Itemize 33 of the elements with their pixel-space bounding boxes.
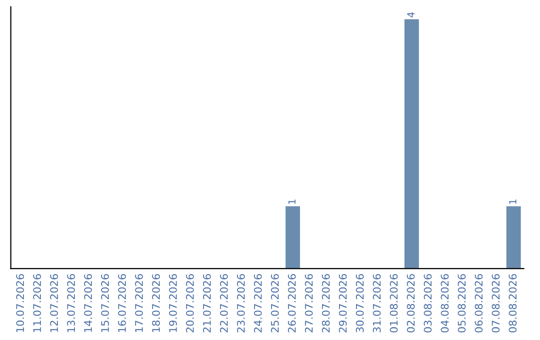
x-tick-label: 26.07.2026 (288, 274, 296, 332)
x-tick-label: 14.07.2026 (84, 274, 92, 332)
x-tick-label: 04.08.2026 (440, 274, 449, 332)
x-tick-label: 19.07.2026 (169, 274, 177, 332)
x-tick-label: 27.07.2026 (304, 274, 313, 332)
data-label: 4 (407, 12, 414, 18)
x-tick-label: 10.07.2026 (16, 274, 24, 332)
x-tick-label: 07.08.2026 (492, 274, 500, 332)
x-tick-label: 11.07.2026 (33, 274, 41, 332)
x-tick-label: 31.07.2026 (372, 274, 381, 332)
x-tick-label: 01.08.2026 (390, 274, 398, 332)
x-tick-label: 21.07.2026 (202, 274, 211, 332)
x-tick-label: 02.08.2026 (406, 274, 415, 332)
data-label: 1 (509, 200, 516, 204)
x-tick-label: 15.07.2026 (101, 274, 109, 332)
x-tick-label: 16.07.2026 (118, 274, 126, 332)
x-tick-label: 29.07.2026 (338, 274, 347, 332)
x-tick-label: 03.08.2026 (424, 274, 432, 332)
x-tick-label: 17.07.2026 (135, 274, 143, 332)
x-tick-label: 18.07.2026 (152, 274, 160, 332)
x-tick-label: 06.08.2026 (474, 274, 483, 332)
data-label: 1 (288, 200, 296, 204)
x-tick-label: 22.07.2026 (220, 274, 228, 332)
x-tick-label: 20.07.2026 (186, 274, 194, 332)
x-tick-label: 30.07.2026 (356, 274, 364, 332)
x-tick-label: 28.07.2026 (322, 274, 330, 332)
x-tick-label: 25.07.2026 (270, 274, 279, 332)
x-tick-label: 05.08.2026 (458, 274, 466, 332)
x-tick-label: 24.07.2026 (254, 274, 262, 332)
x-tick-label: 23.07.2026 (236, 274, 245, 332)
x-tick-label: 12.07.2026 (50, 274, 58, 332)
x-tick-label: 08.08.2026 (508, 274, 517, 332)
x-tick-label: 13.07.2026 (67, 274, 75, 332)
